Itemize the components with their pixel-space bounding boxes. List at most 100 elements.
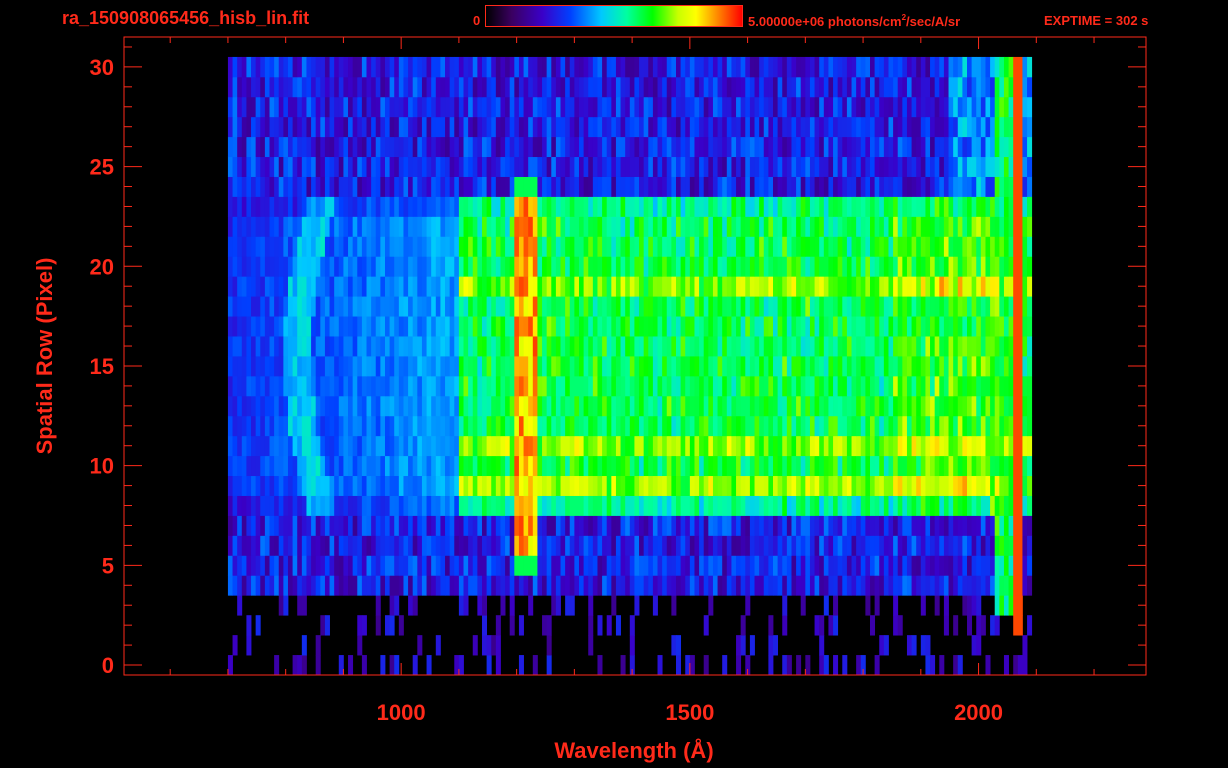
heatmap-cell	[962, 96, 968, 118]
heatmap-cell	[620, 435, 626, 457]
heatmap-cell	[773, 495, 779, 516]
heatmap-cell	[925, 575, 931, 596]
heatmap-cell	[435, 475, 441, 496]
heatmap-cell	[597, 655, 603, 676]
heatmap-cell	[851, 256, 857, 277]
heatmap-cell	[555, 136, 561, 158]
heatmap-cell	[454, 276, 460, 297]
heatmap-cell	[348, 196, 354, 217]
heatmap-cell	[505, 435, 511, 457]
heatmap-cell	[994, 316, 1000, 337]
heatmap-cell	[592, 415, 598, 437]
heatmap-cell	[611, 356, 617, 377]
heatmap-cell	[574, 236, 580, 257]
colorbar-max-suffix: /sec/A/sr	[906, 14, 961, 29]
heatmap-cell	[615, 435, 621, 457]
heatmap-cell	[796, 236, 802, 257]
heatmap-cell	[874, 655, 880, 676]
heatmap-cell	[412, 116, 418, 138]
heatmap-cell	[403, 236, 409, 257]
heatmap-cell	[246, 136, 252, 158]
heatmap-cell	[625, 575, 631, 596]
heatmap-cell	[366, 296, 372, 317]
heatmap-cell	[980, 176, 986, 197]
heatmap-cell	[990, 236, 996, 257]
heatmap-cell	[990, 535, 996, 556]
heatmap-cell	[888, 375, 894, 397]
heatmap-cell	[957, 495, 963, 516]
heatmap-cell	[736, 575, 742, 596]
heatmap-cell	[689, 76, 695, 98]
heatmap-cell	[1022, 156, 1028, 177]
heatmap-cell	[560, 76, 566, 98]
heatmap-cell	[916, 136, 922, 158]
heatmap-cell	[260, 415, 266, 437]
heatmap-cell	[514, 96, 520, 118]
heatmap-cell	[588, 635, 594, 656]
heatmap-cell	[398, 535, 404, 556]
heatmap-cell	[620, 316, 626, 337]
heatmap-cell	[796, 475, 802, 496]
heatmap-cell	[676, 356, 682, 377]
heatmap-cell	[842, 216, 848, 237]
heatmap-cell	[648, 176, 654, 197]
heatmap-cell	[588, 535, 594, 556]
heatmap-cell	[237, 176, 243, 197]
heatmap-cell	[814, 156, 820, 177]
heatmap-cell	[361, 455, 367, 477]
heatmap-cell	[671, 375, 677, 397]
heatmap-cell	[814, 96, 820, 118]
heatmap-cell	[398, 236, 404, 257]
heatmap-cell	[435, 276, 441, 297]
heatmap-cell	[833, 156, 839, 177]
heatmap-cell	[865, 176, 871, 197]
heatmap-cell	[320, 196, 326, 217]
heatmap-cell	[1013, 316, 1019, 337]
heatmap-cell	[495, 395, 501, 417]
heatmap-cell	[274, 316, 280, 337]
heatmap-cell	[657, 375, 663, 397]
heatmap-cell	[865, 356, 871, 377]
heatmap-cell	[311, 196, 317, 217]
heatmap-cell	[606, 435, 612, 457]
heatmap-cell	[264, 455, 270, 477]
heatmap-cell	[532, 475, 538, 496]
heatmap-cell	[426, 76, 432, 98]
heatmap-cell	[911, 395, 917, 417]
heatmap-cell	[324, 296, 330, 317]
heatmap-cell	[366, 555, 372, 576]
heatmap-cell	[703, 336, 709, 357]
heatmap-cell	[486, 515, 492, 536]
heatmap-cell	[657, 96, 663, 118]
heatmap-cell	[491, 296, 497, 317]
heatmap-cell	[999, 455, 1005, 477]
heatmap-cell	[251, 56, 257, 78]
heatmap-cell	[361, 236, 367, 257]
heatmap-cell	[800, 555, 806, 576]
heatmap-cell	[768, 276, 774, 297]
heatmap-cell	[712, 575, 718, 596]
heatmap-cell	[888, 236, 894, 257]
heatmap-cell	[246, 296, 252, 317]
heatmap-cell	[953, 316, 959, 337]
heatmap-cell	[532, 575, 538, 596]
heatmap-cell	[1013, 615, 1019, 636]
heatmap-cell	[856, 655, 862, 676]
heatmap-cell	[301, 495, 307, 516]
heatmap-cell	[583, 475, 589, 496]
heatmap-cell	[768, 655, 774, 676]
heatmap-cell	[823, 176, 829, 197]
heatmap-cell	[486, 435, 492, 457]
heatmap-cell	[893, 196, 899, 217]
heatmap-cell	[602, 196, 608, 217]
heatmap-cell	[371, 136, 377, 158]
heatmap-cell	[518, 316, 524, 337]
heatmap-cell	[505, 455, 511, 477]
heatmap-cell	[976, 535, 982, 556]
heatmap-cell	[1027, 316, 1033, 337]
heatmap-cell	[495, 156, 501, 177]
heatmap-cell	[403, 276, 409, 297]
heatmap-cell	[805, 555, 811, 576]
heatmap-cell	[814, 395, 820, 417]
heatmap-cell	[454, 316, 460, 337]
